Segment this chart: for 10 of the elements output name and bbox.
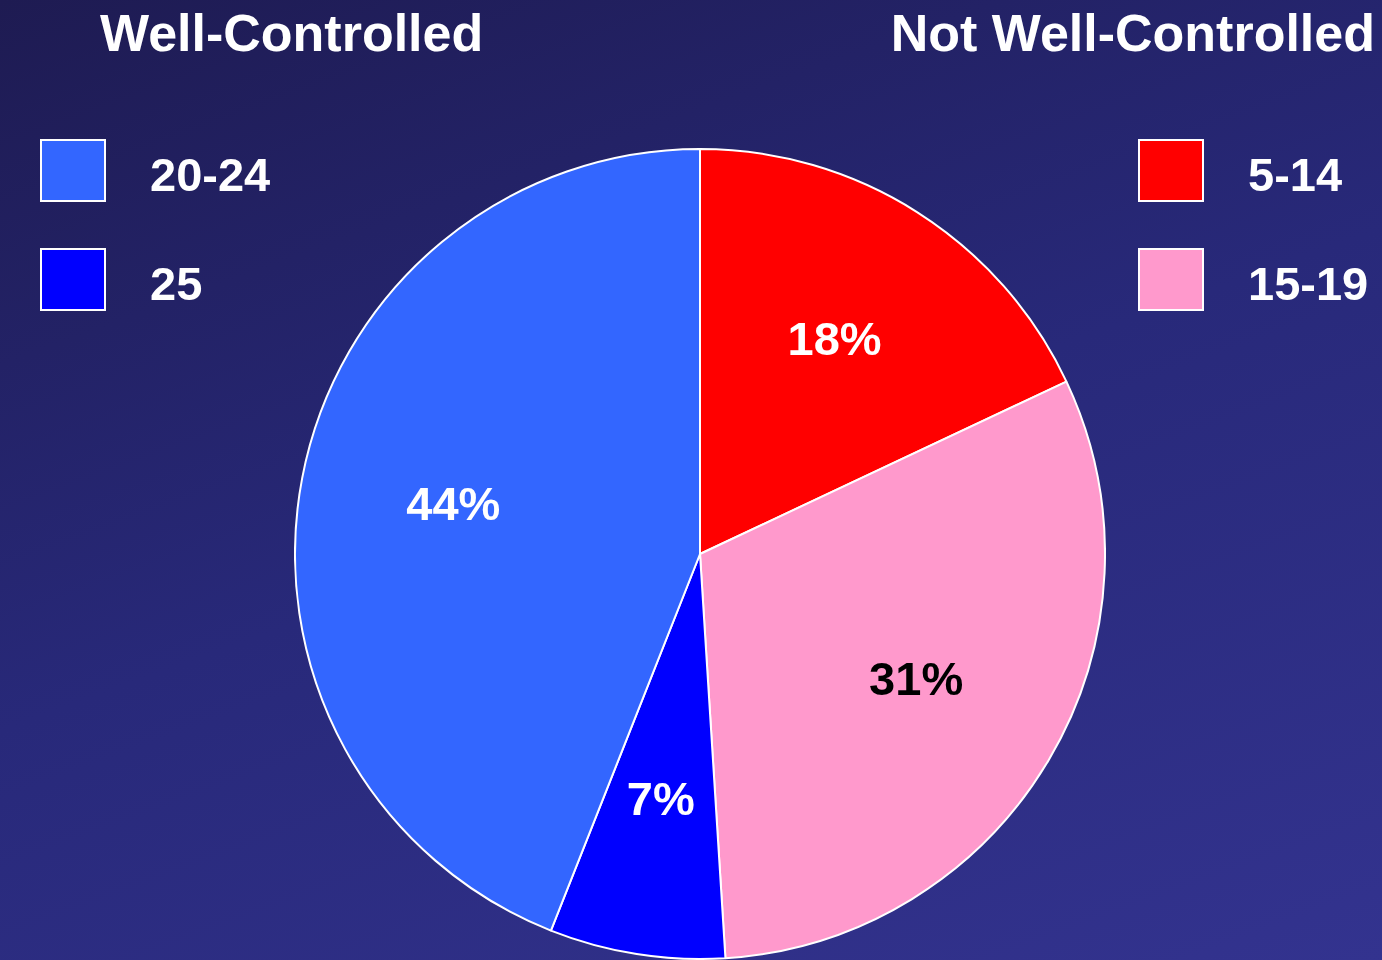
legend-label: 25 bbox=[150, 256, 203, 311]
legend-label: 20-24 bbox=[150, 147, 271, 202]
data-label: 31% bbox=[869, 651, 964, 705]
text: Not Well-Controlled bbox=[890, 4, 1375, 62]
data-label: 44% bbox=[406, 476, 501, 530]
data-label: 18% bbox=[787, 311, 882, 365]
legend-label: 15-19 bbox=[1248, 256, 1369, 311]
data-label: 7% bbox=[626, 771, 695, 825]
legend-label: 5-14 bbox=[1248, 147, 1343, 202]
text: Well-Controlled bbox=[100, 4, 484, 62]
